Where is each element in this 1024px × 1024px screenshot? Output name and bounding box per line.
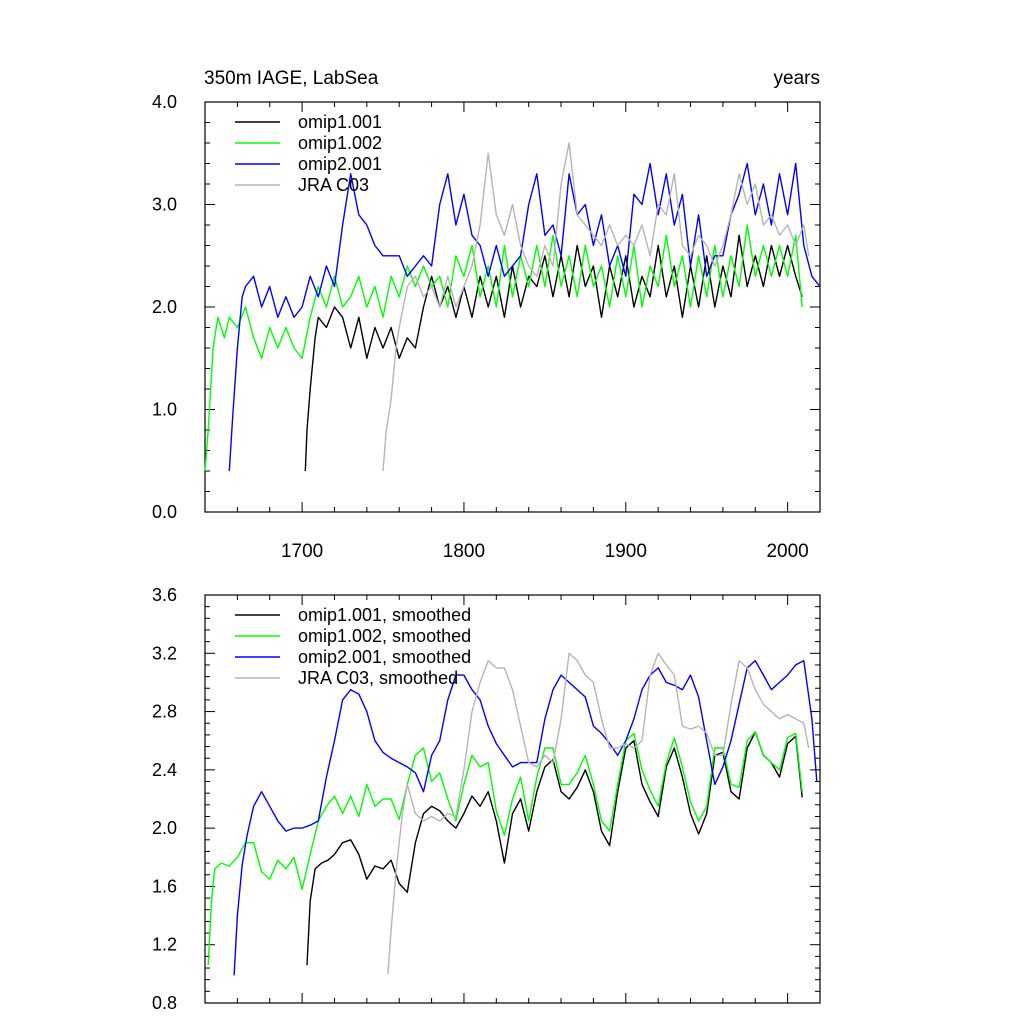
y-tick-label: 0.8 (152, 993, 177, 1013)
top-panel-units: years (774, 68, 820, 89)
y-tick-label: 2.0 (152, 297, 177, 317)
bottom-panel-axes: 0.8 1.2 1.6 2.0 2.4 2.8 3.2 3.6 (152, 585, 821, 1013)
y-tick-label: 1.6 (152, 876, 177, 896)
legend-label: omip1.002 (298, 133, 382, 153)
x-tick-label: 2000 (766, 541, 808, 562)
legend-label: omip2.001 (298, 154, 382, 174)
legend-label: JRA C03 (298, 175, 369, 195)
series-line-3 (233, 659, 818, 976)
legend-label: omip1.001, smoothed (298, 605, 471, 625)
y-tick-label: 3.2 (152, 643, 177, 663)
y-tick-label: 2.4 (152, 760, 177, 780)
y-tick-label: 1.0 (152, 400, 177, 420)
series-line-4 (387, 652, 810, 974)
y-tick-label: 4.0 (152, 92, 177, 112)
y-tick-label: 2.8 (152, 702, 177, 722)
top-panel-title: 350m IAGE, LabSea (204, 68, 379, 89)
bottom-panel: 0.8 1.2 1.6 2.0 2.4 2.8 3.2 3.6 omip1.001, smoo… (152, 585, 821, 1013)
x-tick-label: 1900 (605, 541, 647, 562)
top-panel-series (204, 142, 821, 472)
plot-frame (204, 594, 821, 1004)
y-tick-label: 3.0 (152, 195, 177, 215)
legend-label: omip1.001 (298, 112, 382, 132)
x-tick-label: 1700 (281, 541, 323, 562)
top-panel-axes: 0.0 1.0 2.0 3.0 4.0 1700 1800 1900 2000 (152, 92, 821, 562)
bottom-panel-series (207, 652, 818, 976)
x-tick-label: 1800 (443, 541, 485, 562)
legend-label: JRA C03, smoothed (298, 668, 458, 688)
y-tick-label: 0.0 (152, 502, 177, 522)
series-line-4 (382, 142, 810, 472)
top-panel: 350m IAGE, LabSea years 0.0 1.0 2.0 3.0 4.0 1… (152, 68, 821, 562)
series-line-1 (306, 731, 803, 966)
series-line-2 (207, 731, 803, 966)
y-tick-label: 2.0 (152, 818, 177, 838)
legend-label: omip2.001, smoothed (298, 647, 471, 667)
y-tick-label: 3.6 (152, 585, 177, 605)
legend-label: omip1.002, smoothed (298, 626, 471, 646)
series-line-1 (304, 234, 803, 472)
series-line-2 (204, 224, 803, 472)
y-tick-label: 1.2 (152, 935, 177, 955)
